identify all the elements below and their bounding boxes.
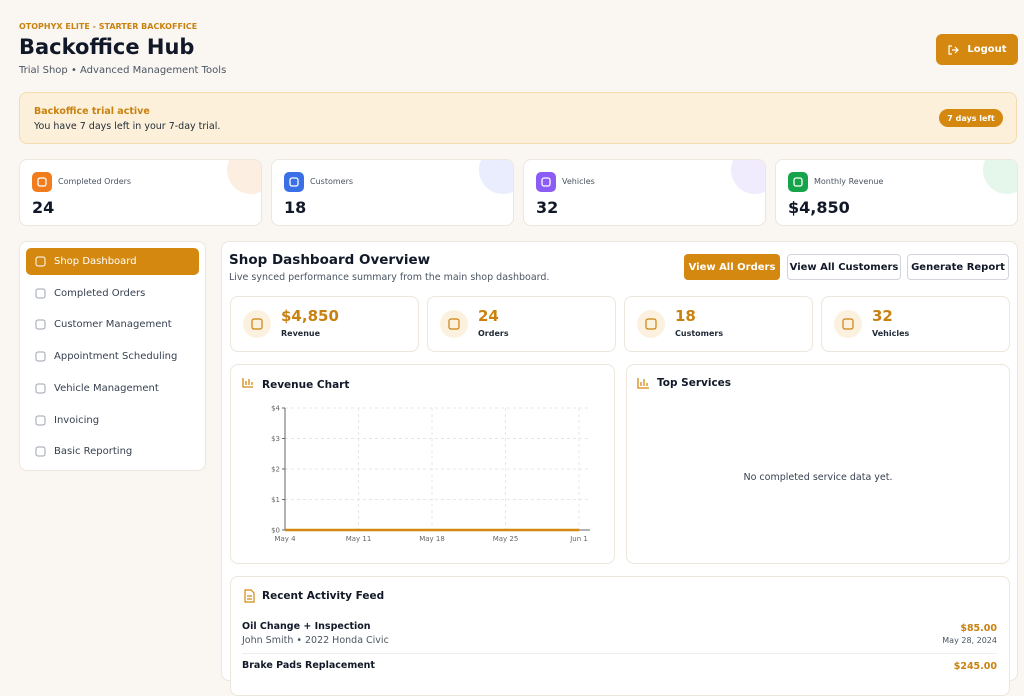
chart-title: Revenue Chart [262,379,349,391]
stat-decoration [983,160,1017,194]
page: {"header":{"eyebrow":"OTOPHYX ELITE - ST… [19,22,1018,696]
trial-message: You have 7 days left in your 7-day trial… [34,121,221,132]
services-title: Top Services [657,377,732,389]
activity-icon [244,589,255,603]
metric-value: 18 [675,307,696,325]
trial-banner [19,92,1017,144]
nav-item[interactable]: Invoicing [26,407,199,434]
stat-card: Completed Orders 24 [19,159,262,226]
activity-item-title: Oil Change + Inspection [242,621,371,632]
nav-item[interactable]: Completed Orders [26,280,199,307]
activity-divider [242,653,997,654]
stat-decoration [479,160,513,194]
eyebrow: OTOPHYX ELITE - STARTER BACKOFFICE [19,22,198,31]
nav-item[interactable]: Basic Reporting [26,438,199,465]
y-tick-label: $0 [271,527,280,535]
chart-icon [242,378,253,388]
view-orders-button[interactable]: View All Orders [684,254,780,280]
trial-title: Backoffice trial active [34,106,150,117]
stat-icon [536,172,556,192]
nav-item[interactable]: Customer Management [26,311,199,338]
stat-card: Vehicles 32 [523,159,766,226]
metric-card: 18 Customers [624,296,813,352]
activity-item-detail: John Smith • 2022 Honda Civic [242,635,389,646]
y-tick-label: $2 [271,466,280,474]
nav-label: Customer Management [54,319,172,331]
stat-value: 32 [536,198,559,217]
activity-item-amount: $85.00 [960,623,997,634]
x-tick-label: May 11 [346,535,372,543]
stat-label: Completed Orders [58,177,132,186]
metric-card: 24 Orders [427,296,616,352]
metric-value: 32 [872,307,893,325]
metric-icon [243,310,271,338]
stat-card: Monthly Revenue $4,850 [775,159,1018,226]
nav-label: Completed Orders [54,287,146,299]
generate-report-button[interactable]: Generate Report [907,254,1009,280]
metric-label: Customers [675,329,724,338]
activity-title: Recent Activity Feed [262,590,385,602]
nav-label: Vehicle Management [54,382,159,394]
metric-card: 32 Vehicles [821,296,1010,352]
page-title: Backoffice Hub [19,35,195,59]
metric-label: Revenue [281,329,321,338]
metric-icon [440,310,468,338]
nav-label: Shop Dashboard [54,256,137,267]
x-tick-label: Jun 1 [569,535,588,543]
nav-item[interactable]: Shop Dashboard [26,248,199,275]
activity-item-title: Brake Pads Replacement [242,660,375,671]
revenue-chart: Revenue Chart $0 $1 $2 $3 $4 May 4 May 11 May 1… [242,378,590,543]
nav-item[interactable]: Vehicle Management [26,375,199,402]
x-tick-label: May 18 [419,535,445,543]
page-subtitle: Trial Shop • Advanced Management Tools [19,65,227,76]
stat-decoration [227,160,261,194]
metric-value: 24 [478,307,499,325]
nav-label: Basic Reporting [54,446,133,458]
stat-decoration [731,160,765,194]
nav-label: Appointment Scheduling [54,351,178,363]
services-icon [637,378,649,389]
services-empty: No completed service data yet. [743,472,893,483]
sidebar [19,241,206,471]
view-customers-button[interactable]: View All Customers [787,254,901,280]
y-tick-label: $1 [271,496,280,504]
metric-label: Orders [478,329,509,338]
metric-card: $4,850 Revenue [230,296,419,352]
overview-subtitle: Live synced performance summary from the… [229,272,550,283]
y-tick-label: $4 [271,405,280,413]
stat-icon [788,172,808,192]
activity-item-date: May 28, 2024 [942,636,997,645]
metric-icon [834,310,862,338]
trial-badge: 7 days left [939,109,1003,127]
metric-icon [637,310,665,338]
stat-label: Monthly Revenue [814,177,884,186]
nav-label: Invoicing [54,414,100,426]
stat-value: $4,850 [788,198,850,217]
top-services-card [626,364,1010,564]
stat-label: Customers [310,177,354,186]
stat-value: 18 [284,198,307,217]
logout-button[interactable]: Logout [936,34,1018,65]
y-tick-label: $3 [271,435,280,443]
x-tick-label: May 25 [493,535,519,543]
stat-icon [284,172,304,192]
stat-icon [32,172,52,192]
logout-label: Logout [967,44,1007,55]
stat-card: Customers 18 [271,159,514,226]
logout-icon [948,44,960,55]
x-tick-label: May 4 [274,535,296,543]
overview-title: Shop Dashboard Overview [229,252,431,268]
nav-item[interactable]: Appointment Scheduling [26,343,199,370]
stat-value: 24 [32,198,55,217]
stat-label: Vehicles [562,177,595,186]
metric-value: $4,850 [281,307,339,325]
metric-label: Vehicles [872,329,910,338]
